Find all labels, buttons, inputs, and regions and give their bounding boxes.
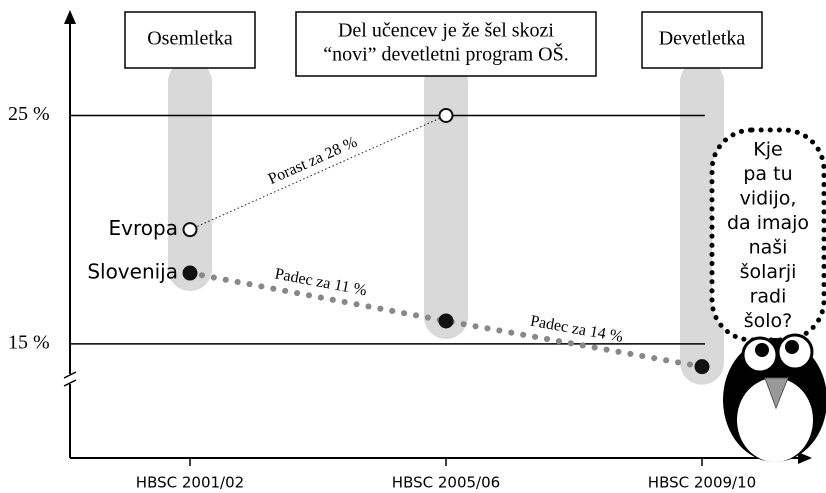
data-point [694, 359, 710, 375]
data-point [438, 313, 454, 329]
series-line [189, 115, 447, 231]
speech-bubble-text: vidijo, [740, 188, 797, 210]
period-bar [424, 60, 468, 339]
change-label: Porast za 28 % [266, 134, 360, 188]
y-axis-arrow [64, 10, 76, 24]
period-box [124, 11, 256, 69]
background-layer [70, 60, 724, 385]
speech-bubble-text: naši [749, 237, 788, 259]
axis-break [64, 374, 76, 384]
axis-break-mark [63, 371, 77, 379]
speech-bubble-text: šolo? [744, 310, 793, 332]
change-label: Padec za 14 % [529, 313, 624, 346]
period-bar [168, 60, 212, 292]
series-line [187, 270, 705, 370]
speech-bubble-text: šolarji [740, 261, 797, 283]
data-point [438, 107, 454, 123]
period-box-text: “novi” devetletni program OŠ. [323, 42, 569, 66]
speech-bubble-text: da imajo [727, 212, 809, 234]
period-box-text: Osemletka [147, 28, 233, 50]
data-point [182, 265, 198, 281]
y-tick-label: 15 % [8, 331, 50, 353]
x-tick-label: HBSC 2009/10 [648, 474, 756, 492]
period-box-text: Devetletka [659, 28, 746, 50]
x-tick-label: HBSC 2005/06 [392, 474, 500, 492]
period-box [641, 11, 763, 69]
x-axis-arrow [798, 452, 812, 464]
speech-bubble-text: radi [750, 286, 787, 308]
period-box [295, 11, 597, 77]
y-tick-label: 25 % [8, 103, 50, 125]
speech-bubble [709, 127, 826, 343]
speech-bubble-text: pa tu [743, 163, 792, 185]
change-label: Padec za 11 % [273, 266, 368, 300]
speech-bubble-text: Kje [753, 139, 782, 161]
period-box-text: Del učencev je že šel skozi [338, 20, 554, 42]
penguin [723, 333, 826, 462]
x-tick-label: HBSC 2001/02 [136, 474, 244, 492]
data-point [182, 222, 198, 238]
series-label: Evropa [109, 216, 178, 240]
series-label: Slovenija [87, 260, 178, 284]
axis-break-mark [63, 379, 77, 387]
